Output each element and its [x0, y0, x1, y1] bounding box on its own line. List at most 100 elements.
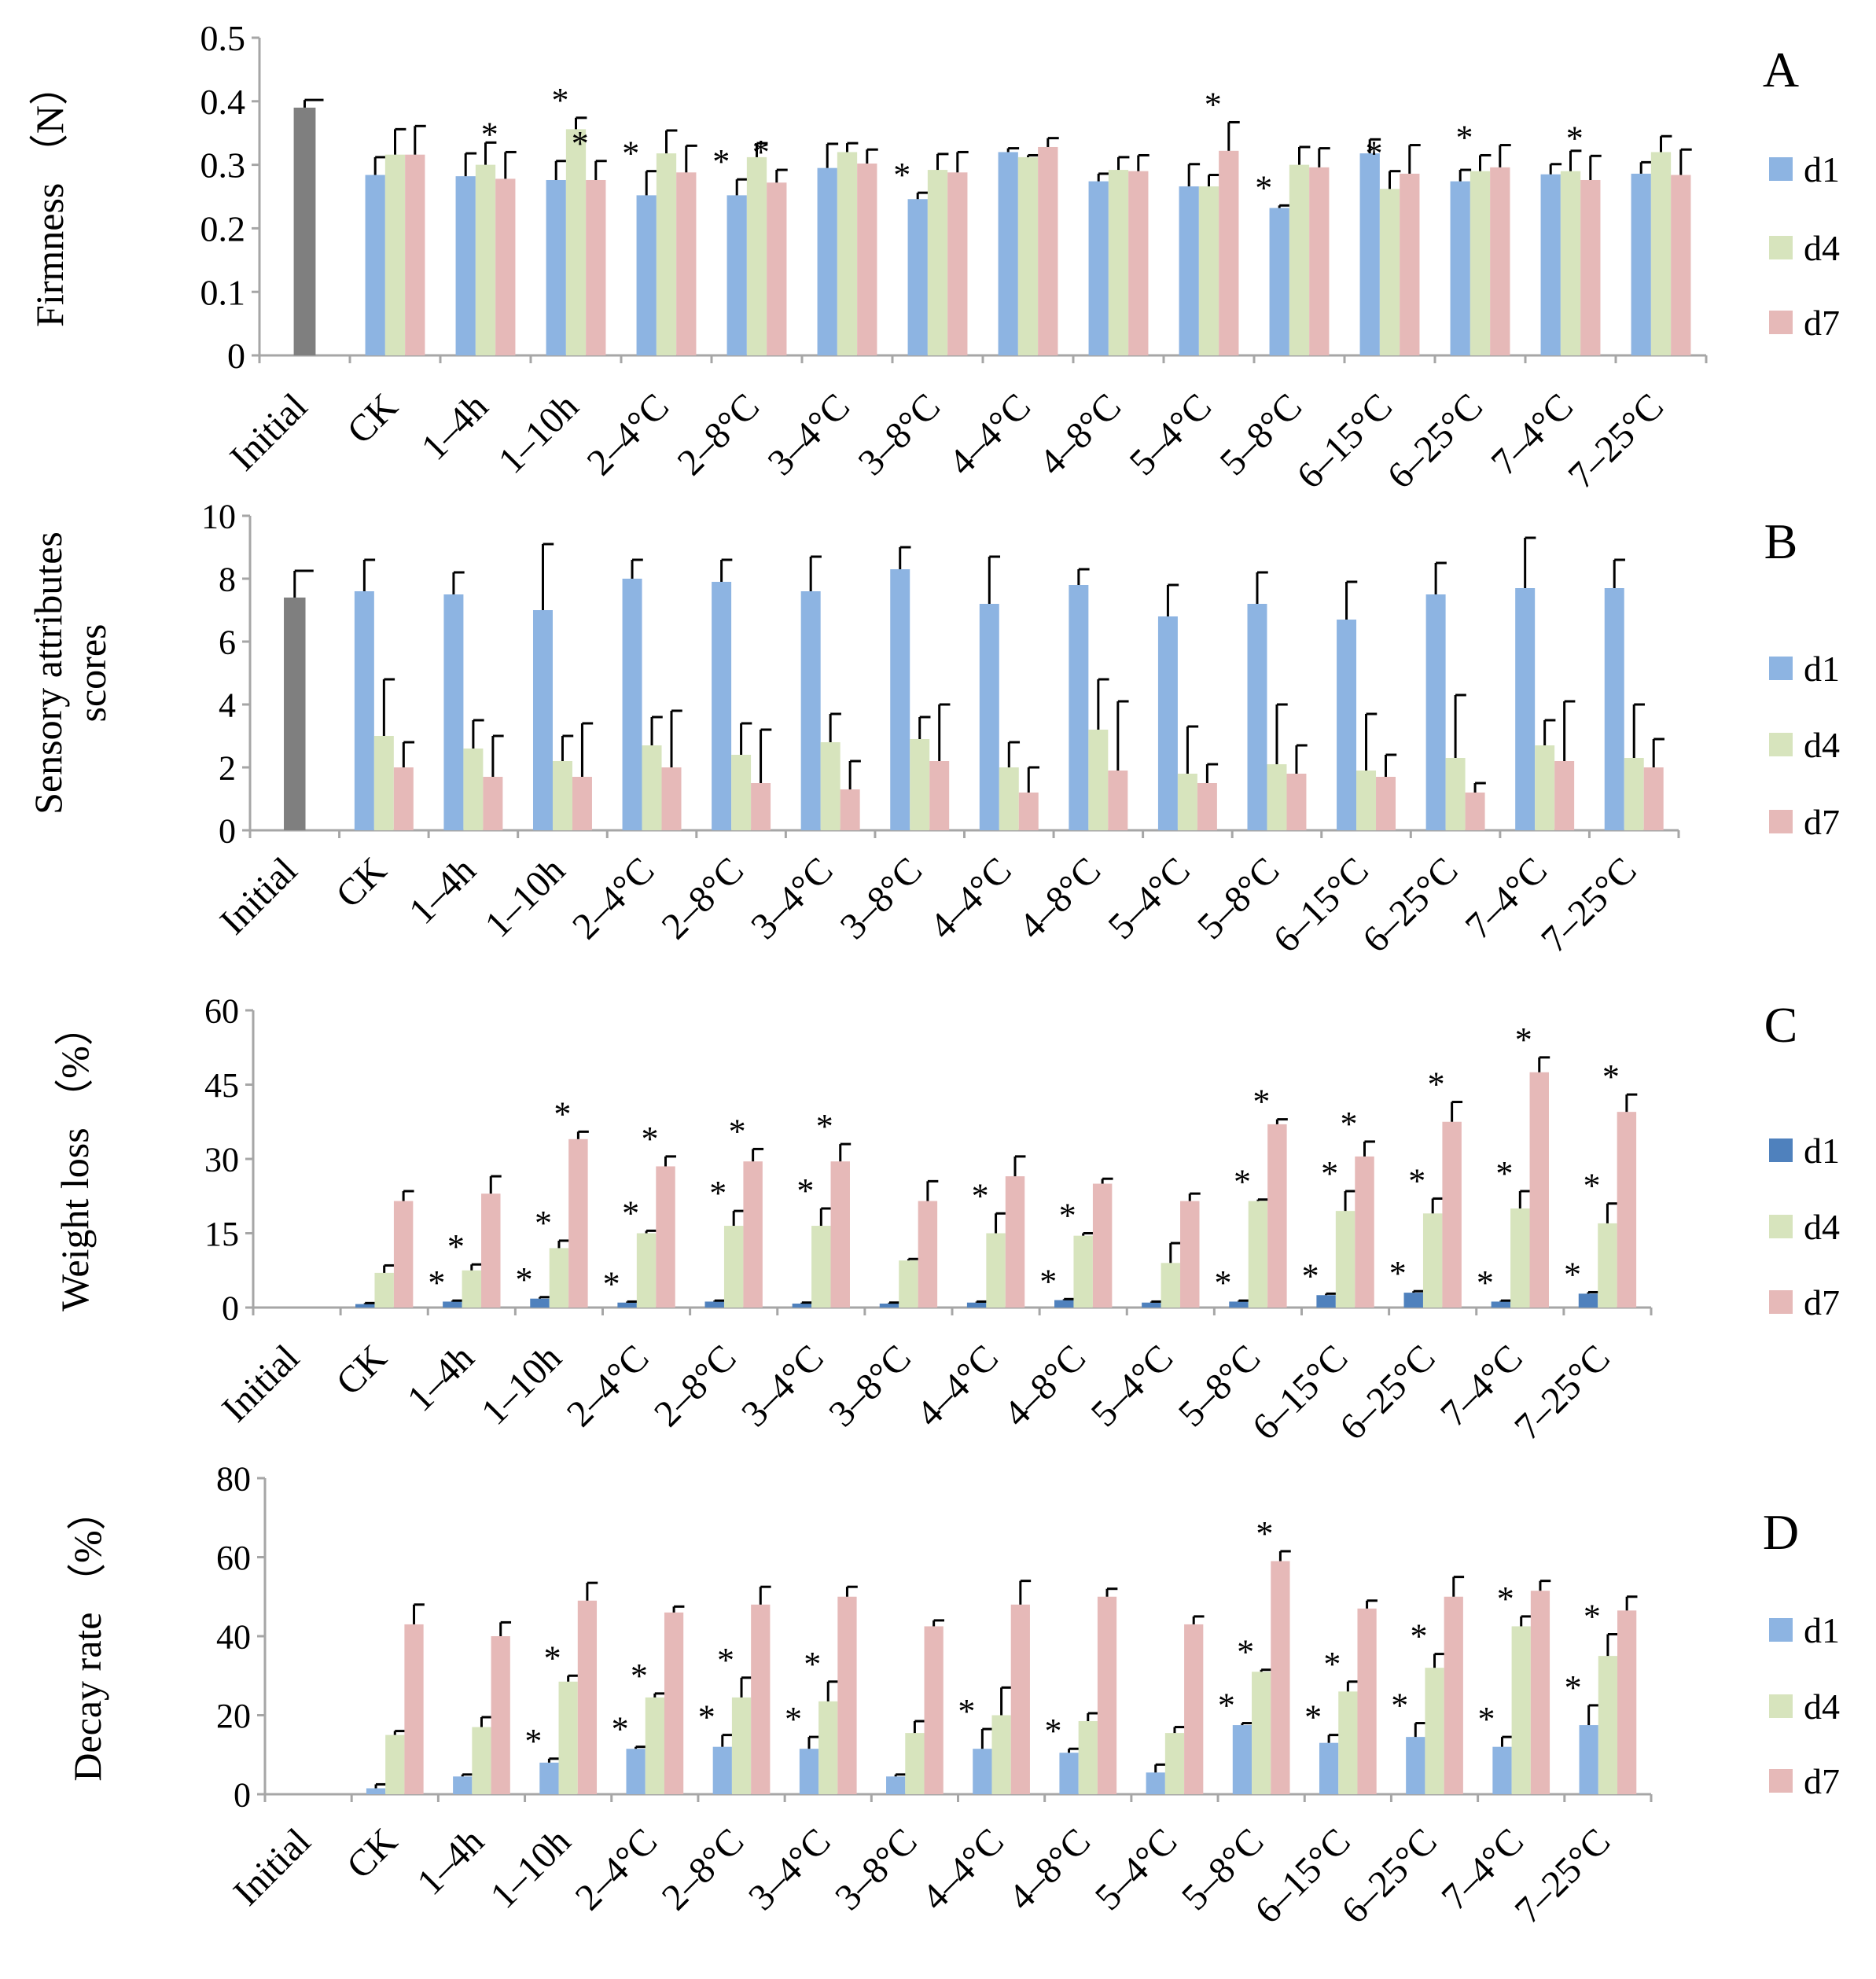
bar-d4 — [565, 129, 587, 356]
y-tick-label: 60 — [204, 991, 239, 1030]
significance-asterisk: * — [729, 1112, 746, 1150]
significance-asterisk: * — [572, 124, 589, 163]
significance-asterisk: * — [1323, 1645, 1341, 1683]
bar-d1 — [1059, 1753, 1079, 1794]
significance-asterisk: * — [1411, 1617, 1428, 1656]
bar-d7 — [947, 172, 968, 355]
bar-d4 — [837, 152, 858, 355]
significance-asterisk: * — [958, 1692, 975, 1731]
bar-d4 — [818, 1701, 838, 1794]
bar-d1 — [890, 569, 910, 830]
significance-asterisk: * — [1366, 134, 1383, 173]
bar-d4 — [1164, 1733, 1185, 1794]
bar-d4 — [999, 767, 1019, 830]
bar-d4 — [472, 1727, 491, 1794]
legend-label-d7: d7 — [1804, 1761, 1840, 1801]
bar-d7 — [840, 789, 860, 830]
significance-asterisk: * — [1045, 1712, 1062, 1750]
bar-d7 — [751, 1604, 771, 1794]
bar-d7 — [743, 1161, 763, 1308]
bar-d1 — [907, 199, 928, 355]
y-tick-label: 45 — [204, 1066, 239, 1105]
bar-d7 — [1309, 167, 1330, 355]
significance-asterisk: * — [1389, 1254, 1407, 1293]
bar-d7 — [929, 761, 950, 830]
significance-asterisk: * — [535, 1204, 552, 1242]
bar-d4 — [1624, 758, 1644, 830]
bar-d7 — [1128, 171, 1149, 355]
significance-asterisk: * — [1218, 1687, 1235, 1725]
bar-d7 — [495, 178, 516, 355]
bar-d1 — [712, 1746, 732, 1794]
y-tick-label: 10 — [201, 497, 236, 535]
bar-d1 — [1142, 1302, 1161, 1308]
y-axis-title: Firmness （N） — [28, 66, 72, 327]
bar-d4 — [1535, 745, 1555, 830]
bar-d4 — [1017, 156, 1039, 355]
y-tick-label: 4 — [219, 686, 236, 724]
significance-asterisk: * — [1428, 1065, 1445, 1104]
bar-d1 — [1337, 620, 1357, 830]
significance-asterisk: * — [1456, 118, 1473, 156]
bar-d4 — [462, 1270, 482, 1308]
bar-d7 — [857, 163, 877, 355]
bar-d4 — [642, 745, 662, 830]
significance-asterisk: * — [642, 1120, 659, 1158]
bar-d4 — [1338, 1691, 1358, 1794]
bar-d1 — [879, 1303, 899, 1308]
bar-d4 — [1470, 171, 1491, 355]
bar-d4 — [374, 1272, 394, 1308]
bar-d1 — [1359, 153, 1380, 355]
legend-label-d4: d4 — [1804, 1687, 1840, 1727]
bar-d1 — [1425, 594, 1446, 830]
legend-swatch-d7 — [1769, 1290, 1793, 1314]
bar-d1 — [704, 1301, 724, 1308]
legend-label-d4: d4 — [1804, 725, 1840, 765]
significance-asterisk: * — [1564, 1255, 1581, 1293]
bar-d7 — [1219, 150, 1239, 355]
legend-label-d7: d7 — [1804, 802, 1840, 842]
bar-d1 — [1540, 174, 1561, 355]
bar-d1 — [966, 1302, 987, 1308]
bar-d4 — [1511, 1626, 1531, 1794]
bar-d1 — [453, 1776, 473, 1794]
bar-d7 — [1529, 1072, 1549, 1308]
y-tick-label: 2 — [219, 749, 236, 787]
bar-d1 — [365, 175, 385, 355]
legend-label-d1: d1 — [1804, 649, 1840, 689]
bar-d4 — [1198, 186, 1219, 355]
bar-d1 — [1604, 588, 1624, 830]
bar-d1 — [1269, 208, 1289, 355]
bar-d7 — [1643, 767, 1664, 830]
bar-d4 — [1510, 1208, 1530, 1308]
legend-swatch-d1 — [1769, 1138, 1793, 1162]
bar-d4 — [552, 761, 572, 830]
significance-asterisk: * — [1304, 1698, 1322, 1737]
bar-d7 — [577, 1600, 598, 1794]
significance-asterisk: * — [481, 115, 498, 153]
bar-d7 — [1400, 173, 1420, 355]
bar-d1 — [1319, 1742, 1339, 1794]
bar-d4 — [475, 164, 496, 355]
bar-d1 — [1403, 1293, 1423, 1308]
bar-d7 — [481, 1194, 501, 1308]
y-tick-label: 40 — [216, 1617, 251, 1656]
bar-d1 — [792, 1303, 812, 1308]
bar-d1 — [998, 152, 1018, 355]
bar-d4 — [1335, 1211, 1356, 1308]
significance-asterisk: * — [1234, 1163, 1251, 1201]
bar-d4 — [549, 1248, 569, 1308]
significance-asterisk: * — [428, 1264, 445, 1302]
bar-d7 — [1671, 175, 1691, 355]
legend-label-d7: d7 — [1804, 1282, 1840, 1322]
bar-d7 — [837, 1596, 857, 1794]
bar-d1 — [546, 179, 566, 355]
bar-d1 — [539, 1762, 559, 1794]
y-axis-title: Sensory attributes — [26, 532, 70, 815]
significance-asterisk: * — [1602, 1058, 1620, 1096]
bar-d7 — [1580, 179, 1601, 355]
bar-d7 — [1184, 1624, 1204, 1794]
significance-asterisk: * — [622, 1194, 639, 1232]
bar-d4 — [991, 1715, 1011, 1794]
